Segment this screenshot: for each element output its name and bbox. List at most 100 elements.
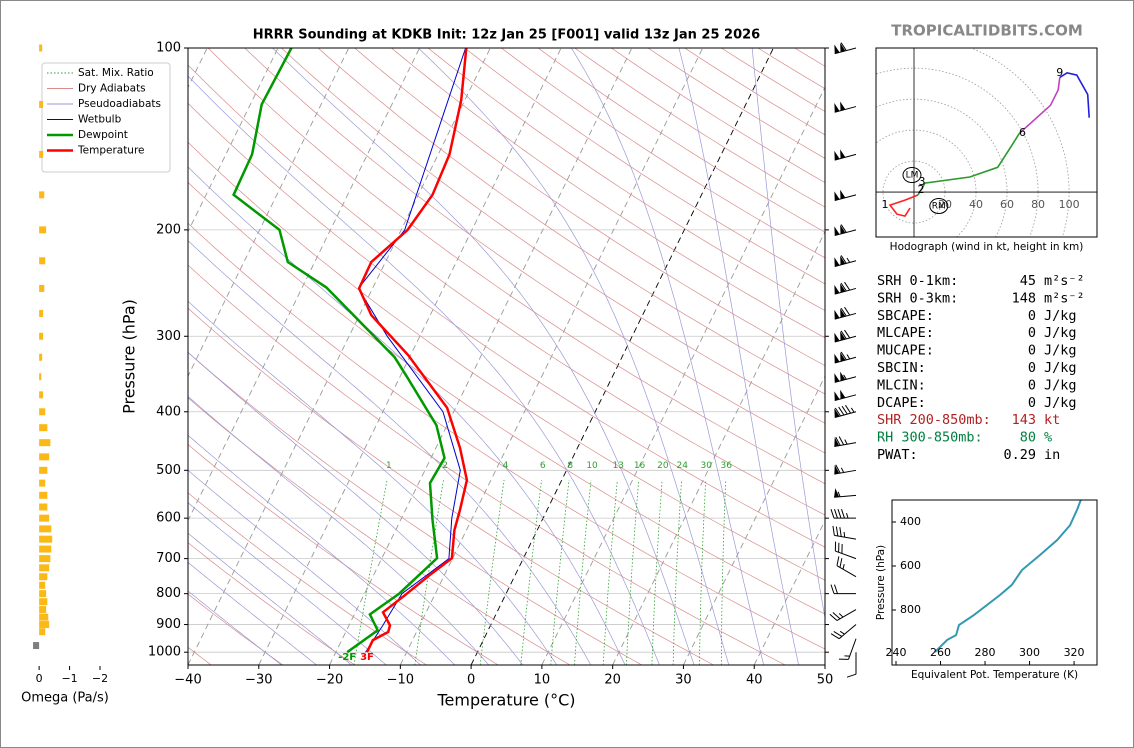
mixing-ratio-label: 2 [442, 461, 448, 471]
height-label: 3 [919, 175, 926, 188]
barb-half [850, 407, 855, 413]
y-tick-label: 100 [156, 41, 181, 56]
omega-panel: 0 −1 −2 Omega (Pa/s) [21, 44, 109, 706]
index-value: 143 [1012, 412, 1036, 428]
x-axis-label: Omega (Pa/s) [21, 691, 109, 706]
barb-full [844, 281, 851, 291]
index-label: MLCIN: [877, 377, 926, 393]
dry-adiabat [537, 48, 825, 233]
barb-flag [840, 389, 846, 399]
index-value: 0 [1028, 325, 1036, 341]
omega-bar [39, 555, 51, 563]
barb-flag [840, 42, 846, 53]
indices: SRH 0-1km: 45 m²s⁻² SRH 0-3km: 148 m²s⁻² SBCAP… [877, 273, 1085, 463]
pseudoadiabat [188, 240, 592, 665]
wind-barb [834, 281, 857, 295]
hodograph-panel: 20 40 60 80 100 1 23 6 9 LM RM Hodograph (wind in k… [875, 47, 1098, 253]
barb-full [840, 330, 847, 340]
pseudoadiabat [188, 434, 456, 665]
legend-label: Pseudoadiabats [78, 98, 161, 110]
barb-half [837, 491, 841, 497]
profile-line [357, 48, 469, 653]
wind-barb [834, 329, 857, 343]
barb-full [830, 584, 835, 594]
barb-half [838, 613, 844, 618]
barb-full [830, 508, 835, 519]
index-label: SBCAPE: [877, 308, 934, 324]
barb-full [834, 508, 838, 519]
hodograph-line [1018, 77, 1061, 134]
plot-frame [891, 499, 1098, 666]
barb-full [844, 329, 851, 339]
dry-adiabat [501, 48, 825, 259]
mixing-ratio-line [651, 479, 663, 665]
dry-adiabat [207, 48, 825, 485]
index-value: 0.29 [1003, 447, 1036, 463]
omega-bar [39, 514, 50, 522]
barb-full [838, 406, 845, 416]
barb-half [846, 513, 849, 519]
barb-flag [840, 308, 846, 318]
y-tick-label: 500 [156, 463, 181, 478]
storm-motion-marker [902, 167, 922, 184]
isotherm [470, 48, 774, 665]
omega-bar [39, 479, 46, 487]
wind-barb [834, 255, 857, 267]
index-label: SHR 200-850mb: [877, 412, 991, 428]
barb-flag [840, 149, 846, 159]
legend-label: Dry Adiabats [78, 83, 146, 95]
barb-staff [835, 550, 857, 560]
barb-staff [836, 609, 857, 621]
legend-box [41, 62, 171, 173]
barb-flag [834, 464, 840, 475]
mixing-ratio-line [602, 479, 618, 665]
index-value: 0 [1028, 360, 1036, 376]
legend-label: Dewpoint [78, 129, 128, 141]
barb-flag [834, 332, 840, 342]
height-label: 6 [1019, 126, 1026, 139]
dry-adiabat [611, 48, 825, 184]
omega-bar [39, 613, 49, 621]
mixing-ratio-label: 30 [701, 461, 713, 471]
barb-staff [834, 411, 857, 418]
barb-full [840, 307, 847, 317]
omega-bar [39, 573, 48, 581]
mixing-ratio-label: 13 [613, 461, 624, 471]
dry-adiabat [188, 444, 499, 665]
barb-flag [834, 226, 840, 236]
index-unit: m²s⁻² [1044, 290, 1085, 306]
barb-full [832, 525, 835, 536]
index-unit: J/kg [1044, 325, 1077, 341]
pseudoadiabat [751, 48, 825, 620]
omega-bar [39, 491, 48, 499]
wind-barb [846, 652, 857, 678]
omega-bar [39, 257, 46, 265]
mixing-ratio-line [520, 479, 542, 665]
dry-adiabat [188, 307, 714, 665]
index-value: 0 [1028, 377, 1036, 393]
y-axis-label: Pressure (hPa) [120, 299, 139, 414]
pseudoadiabat [188, 561, 317, 665]
hodograph-line [888, 194, 919, 218]
y-tick-label: 600 [156, 511, 181, 526]
barb-full [841, 508, 845, 519]
barb-full [835, 464, 841, 474]
mixing-ratio-line [550, 479, 570, 665]
x-tick-label: −20 [316, 673, 343, 688]
hodograph-line [917, 132, 1021, 196]
index-value: 0 [1028, 343, 1036, 359]
mixing-ratio-label: 36 [720, 461, 732, 471]
storm-motion-label: LM [906, 171, 919, 181]
index-label: DCAPE: [877, 395, 926, 411]
barb-flag [834, 408, 840, 418]
isotherm [612, 230, 825, 665]
legend-label: Wetbulb [78, 114, 122, 126]
omega-bar [39, 466, 48, 474]
barb-full [833, 631, 843, 637]
dry-adiabat [317, 48, 825, 395]
barb-flag [840, 224, 846, 235]
barb-staff [834, 494, 857, 498]
isotherm [541, 86, 825, 665]
omega-bar [39, 581, 46, 589]
index-unit: m²s⁻² [1044, 273, 1085, 289]
